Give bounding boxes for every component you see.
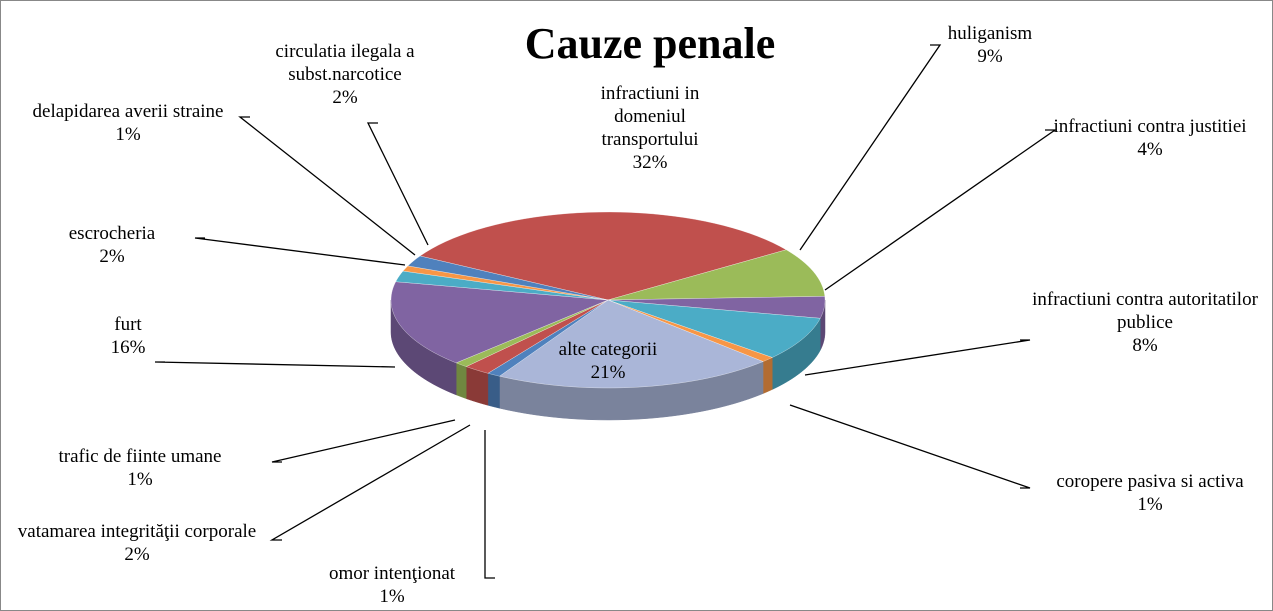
leader-line [366,122,429,246]
label-name: infractiuni contra autoritatilor publice [1032,289,1258,333]
data-label: vatamarea integrităţii corporale 2% [12,520,262,566]
slice-side [487,372,500,409]
slice [607,299,773,362]
slice [419,211,787,301]
slice [607,296,826,319]
label-name: trafic de fiinte umane [58,446,222,467]
label-value: 2% [99,246,125,267]
leader-line [484,430,495,579]
slice [402,265,609,301]
label-value: 1% [379,586,405,607]
data-label: infractiuni contra justitiei 4% [1050,115,1250,161]
slice [407,255,609,301]
data-label: circulatia ilegala a subst.narcotice 2% [240,40,450,109]
leader-line [271,419,456,463]
slice [390,281,609,364]
data-label: infractiuni contra autoritatilor publice… [1025,288,1265,357]
leader-line [269,424,471,541]
label-name: furt [114,314,142,335]
slice-side [455,362,467,399]
label-name: circulatia ilegala a subst.narcotice [275,41,415,85]
label-name: coropere pasiva si activa [1056,471,1244,492]
data-label: alte categorii 21% [518,338,698,384]
slice [607,299,821,358]
leader-line [238,116,416,256]
slice [487,299,609,377]
leader-line [789,404,1031,489]
data-label: infractiuni in domeniul transportului 32% [565,82,735,174]
data-label: huliganism 9% [910,22,1070,68]
label-name: huliganism [947,23,1033,44]
label-value: 4% [1137,139,1163,160]
label-value: 32% [632,152,668,173]
data-label: furt 16% [68,313,188,359]
leader-line [154,361,396,368]
slice [499,299,764,389]
slice [465,299,609,374]
leader-line [824,129,1058,291]
label-name: omor intenţionat [328,563,456,584]
label-value: 16% [110,337,146,358]
data-label: trafic de fiinte umane 1% [15,445,265,491]
label-name: infractiuni contra justitiei [1053,116,1247,137]
slice [395,270,609,301]
slice [455,299,609,367]
leader-line [799,44,942,251]
label-name: vatamarea integrităţii corporale [17,521,257,542]
label-name: delapidarea averii straine [32,101,224,122]
label-value: 21% [590,362,626,383]
label-value: 2% [332,87,358,108]
data-label: omor intenţionat 1% [292,562,492,608]
data-label: delapidarea averii straine 1% [28,100,228,146]
leader-line [804,339,1031,376]
slice [607,249,825,301]
label-value: 8% [1132,335,1158,356]
data-label: coropere pasiva si activa 1% [1050,470,1250,516]
label-value: 2% [124,544,150,565]
leader-line [194,237,406,266]
label-name: infractiuni in domeniul transportului [600,83,700,150]
slice-side [762,357,773,394]
label-value: 1% [1137,494,1163,515]
label-name: escrocheria [68,223,156,244]
label-name: alte categorii [558,339,658,360]
chart-title: Cauze penale [524,19,776,68]
label-value: 1% [127,469,153,490]
data-label: escrocheria 2% [42,222,182,268]
label-value: 1% [115,124,141,145]
label-value: 9% [977,46,1003,67]
